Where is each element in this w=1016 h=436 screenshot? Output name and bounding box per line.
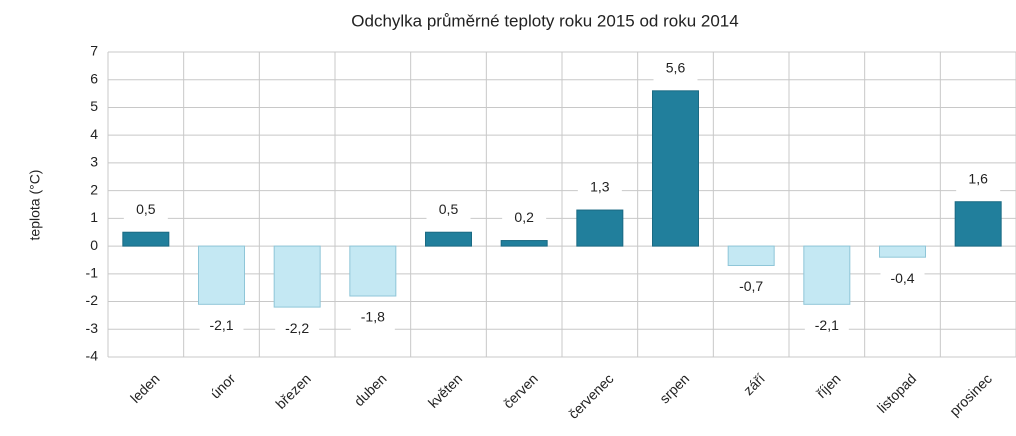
data-label-box: [577, 176, 622, 201]
x-tick-label: červenec: [565, 370, 616, 421]
x-tick-label: červen: [500, 370, 541, 411]
bar: [500, 240, 548, 247]
y-tick-label: 2: [90, 181, 98, 197]
data-label: 0,2: [514, 209, 534, 225]
data-label-box: [426, 198, 471, 223]
data-label: -0,4: [890, 270, 914, 286]
y-tick-label: -4: [86, 348, 99, 364]
y-tick-label: 5: [90, 98, 98, 114]
bar: [727, 245, 775, 267]
data-label: 0,5: [439, 201, 459, 217]
bar: [273, 245, 321, 308]
chart-title: Odchylka průměrné teploty roku 2015 od r…: [351, 11, 738, 30]
bar: [122, 231, 170, 247]
y-tick-label: -1: [86, 265, 99, 281]
data-label: -2,1: [815, 317, 839, 333]
data-label: 1,3: [590, 179, 610, 195]
y-axis-label: teplota (°C): [27, 170, 43, 241]
bar: [576, 209, 624, 247]
data-label-box: [350, 306, 395, 330]
y-tick-label: 0: [90, 237, 98, 253]
data-label-box: [199, 314, 244, 339]
y-tick-label: -3: [86, 320, 99, 336]
y-tick-label: 4: [90, 126, 98, 142]
data-label-box: [729, 275, 774, 300]
bar: [425, 231, 472, 247]
data-label-box: [956, 167, 1001, 192]
data-label-box: [880, 267, 925, 292]
x-tick-label: říjen: [813, 370, 844, 401]
data-label: -0,7: [739, 278, 763, 294]
bar: [879, 245, 926, 258]
x-tick-label: listopad: [874, 370, 919, 415]
bar: [954, 201, 1002, 247]
bar: [652, 90, 699, 247]
data-label: -2,1: [209, 317, 233, 333]
data-label-box: [275, 317, 320, 342]
data-label: -1,8: [361, 309, 385, 325]
x-tick-label: únor: [207, 370, 238, 401]
y-tick-label: -2: [86, 292, 99, 308]
x-tick-label: březen: [272, 370, 314, 412]
data-label: 0,5: [136, 201, 156, 217]
x-tick-label: srpen: [656, 370, 692, 406]
bar: [349, 245, 397, 297]
y-tick-label: 1: [90, 209, 98, 225]
data-label: 5,6: [666, 60, 686, 76]
data-label-box: [653, 56, 698, 81]
y-tick-label: 7: [90, 43, 98, 59]
data-label-box: [123, 198, 168, 223]
bar: [803, 245, 851, 305]
x-tick-label: květen: [425, 370, 465, 410]
data-label-box: [804, 314, 849, 339]
data-label: 1,6: [968, 170, 988, 186]
x-tick-label: duben: [351, 370, 390, 409]
x-tick-label: prosinec: [946, 370, 995, 419]
x-tick-label: leden: [127, 370, 163, 406]
x-tick-label: září: [740, 370, 768, 398]
data-label: -2,2: [285, 320, 309, 336]
y-tick-label: 3: [90, 154, 98, 170]
bar: [198, 245, 245, 305]
data-label-box: [502, 206, 547, 231]
y-tick-label: 6: [90, 70, 98, 86]
